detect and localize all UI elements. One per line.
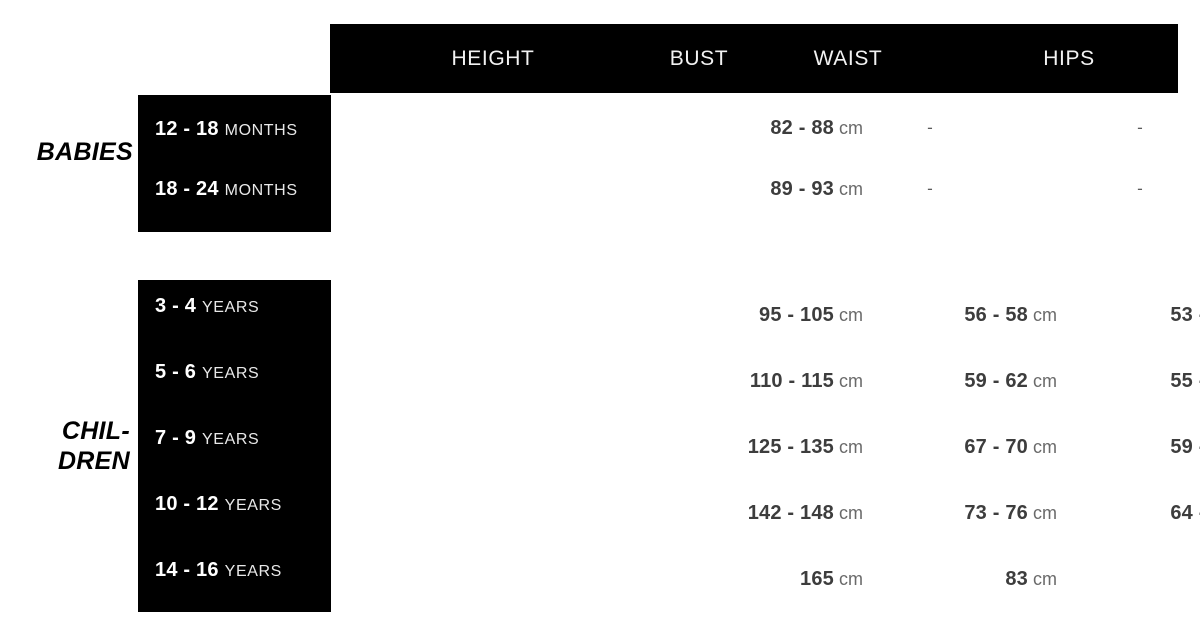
cell-bust: - [810,114,1050,142]
cell-height: 125 - 135 cm [630,433,863,461]
age-row-children-3: 10 - 12 YEARS [155,492,282,516]
age-row-children-1: 5 - 6 YEARS [155,360,259,384]
value: - [927,179,933,198]
age-range: 7 - 9 [155,427,197,449]
cell-height: 82 - 88 cm [630,114,863,142]
cell-waist: 64 - 65 cm [1030,499,1200,527]
cell-waist: 59 - 60 cm [1030,433,1200,461]
age-row-children-2: 7 - 9 YEARS [155,426,259,450]
age-unit: YEARS [224,563,282,580]
unit: cm [839,179,863,199]
unit: cm [1033,437,1057,457]
unit: cm [839,305,863,325]
cell-waist: 55 - 57 cm [1030,367,1200,395]
cell-waist: - [1020,114,1200,142]
column-header-hips: HIPS [1043,47,1095,70]
unit: cm [839,503,863,523]
age-range: 5 - 6 [155,361,197,383]
table-header-bar: HEIGHT BUST WAIST HIPS [330,24,1178,93]
value: 89 - 93 [770,178,834,200]
unit: cm [839,118,863,138]
unit: cm [1033,503,1057,523]
value: 67 - 70 [964,436,1028,458]
cell-bust: 59 - 62 cm [830,367,1057,395]
value: 110 - 115 [749,370,834,392]
cell-height: 89 - 93 cm [630,175,863,203]
value: - [1137,118,1143,137]
age-row-children-0: 3 - 4 YEARS [155,294,259,318]
cell-bust: 67 - 70 cm [830,433,1057,461]
group-label-children: CHIL- DREN [57,417,130,475]
age-unit: YEARS [202,431,260,448]
value: 95 - 105 [759,304,834,326]
cell-waist: - [1020,175,1200,203]
age-range: 14 - 16 [155,559,219,581]
value: 59 - 62 [964,370,1028,392]
value: 142 - 148 [747,502,834,524]
cell-height: 110 - 115 cm [630,367,863,395]
age-range: 12 - 18 [155,118,219,140]
value: 64 - 65 [1170,502,1200,524]
age-range: 3 - 4 [155,295,197,317]
age-box-babies: 12 - 18 MONTHS 18 - 24 MONTHS [138,95,331,232]
column-header-height: HEIGHT [451,47,535,70]
value: 82 - 88 [770,117,834,139]
cell-height: 165 cm [630,565,863,593]
column-header-bust: BUST [669,47,729,70]
cell-height: 95 - 105 cm [630,301,863,329]
value: 125 - 135 [747,436,834,458]
value: 53 - 55 [1170,304,1200,326]
cell-bust: 56 - 58 cm [830,301,1057,329]
age-unit: YEARS [224,497,282,514]
value: - [1137,179,1143,198]
value: 73 - 76 [964,502,1028,524]
cell-height: 142 - 148 cm [630,499,863,527]
value: 83 [1005,568,1028,590]
cell-bust: 83 cm [830,565,1057,593]
value: 55 - 57 [1170,370,1200,392]
unit: cm [1033,371,1057,391]
group-label-babies: BABIES [36,138,133,166]
value: 59 - 60 [1170,436,1200,458]
age-row-babies-1: 18 - 24 MONTHS [155,177,298,201]
value: 56 - 58 [964,304,1028,326]
unit: cm [1033,569,1057,589]
cell-bust: - [810,175,1050,203]
age-unit: YEARS [202,365,260,382]
unit: cm [839,371,863,391]
cell-waist: 53 - 55 cm [1030,301,1200,329]
column-header-waist: WAIST [813,47,883,70]
age-unit: MONTHS [224,122,298,139]
age-row-babies-0: 12 - 18 MONTHS [155,117,298,141]
age-range: 10 - 12 [155,493,219,515]
value: 165 [800,568,834,590]
unit: cm [839,569,863,589]
value: - [927,118,933,137]
unit: cm [1033,305,1057,325]
age-range: 18 - 24 [155,178,219,200]
cell-waist: 68cm [1030,565,1200,593]
age-row-children-4: 14 - 16 YEARS [155,558,282,582]
cell-bust: 73 - 76 cm [830,499,1057,527]
age-box-children: 3 - 4 YEARS 5 - 6 YEARS 7 - 9 YEARS 10 - 12… [138,280,331,612]
age-unit: MONTHS [224,182,298,199]
age-unit: YEARS [202,299,260,316]
unit: cm [839,437,863,457]
